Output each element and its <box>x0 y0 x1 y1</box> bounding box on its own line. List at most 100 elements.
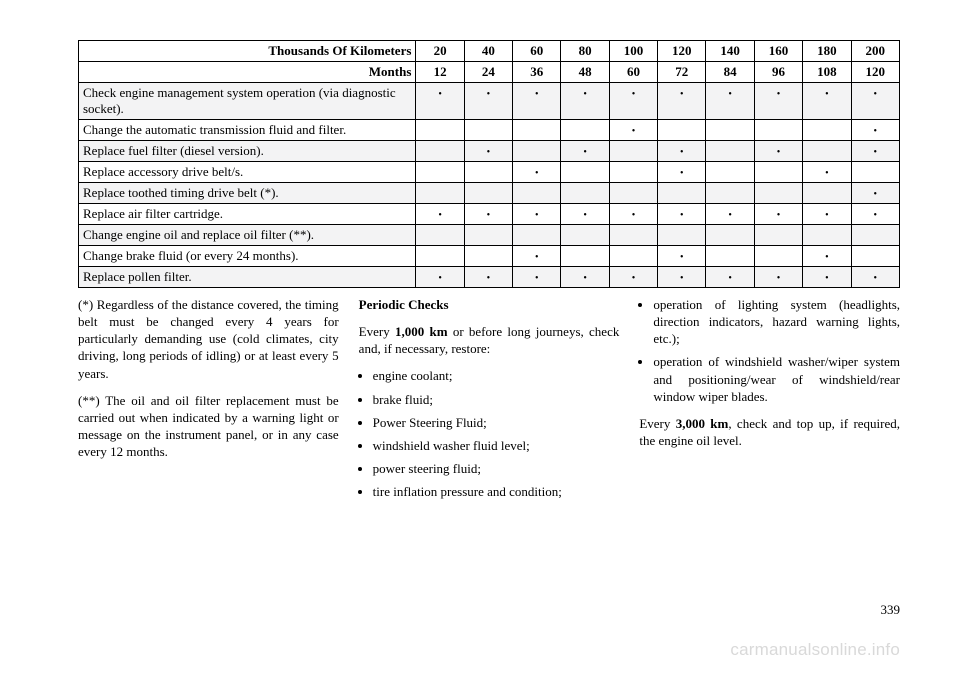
dot-icon: • <box>438 210 442 221</box>
row-cell: • <box>803 162 851 183</box>
dot-icon: • <box>680 252 684 263</box>
dot-icon: • <box>487 147 491 158</box>
dot-icon: • <box>777 147 781 158</box>
row-cell: • <box>803 83 851 120</box>
row-cell <box>851 162 900 183</box>
dot-icon: • <box>583 89 587 100</box>
dot-icon: • <box>777 89 781 100</box>
column-2: Periodic Checks Every 1,000 km or before… <box>359 296 620 510</box>
periodic-checks-intro: Every 1,000 km or before long journeys, … <box>359 323 620 357</box>
row-cell: • <box>561 204 609 225</box>
dot-icon: • <box>873 89 877 100</box>
row-label: Check engine management system operation… <box>79 83 416 120</box>
row-cell <box>803 120 851 141</box>
list-item: tire inflation pressure and condition; <box>373 483 620 500</box>
dot-icon: • <box>632 273 636 284</box>
row-cell <box>464 246 512 267</box>
row-cell: • <box>851 83 900 120</box>
row-cell: • <box>513 83 561 120</box>
row-cell: • <box>513 204 561 225</box>
header-months-col: 72 <box>658 62 706 83</box>
row-cell <box>416 225 464 246</box>
row-label: Replace fuel filter (diesel version). <box>79 141 416 162</box>
row-cell: • <box>464 83 512 120</box>
row-cell <box>416 120 464 141</box>
row-cell <box>609 225 657 246</box>
row-cell: • <box>561 141 609 162</box>
row-label: Change brake fluid (or every 24 months). <box>79 246 416 267</box>
row-cell: • <box>658 267 706 288</box>
row-cell: • <box>706 204 754 225</box>
row-cell <box>464 225 512 246</box>
row-cell: • <box>803 246 851 267</box>
row-cell <box>658 183 706 204</box>
row-cell <box>658 225 706 246</box>
footnote-2: (**) The oil and oil filter replacement … <box>78 392 339 461</box>
row-cell: • <box>754 204 802 225</box>
row-cell: • <box>658 141 706 162</box>
header-months-col: 84 <box>706 62 754 83</box>
header-km-col: 160 <box>754 41 802 62</box>
row-cell: • <box>513 162 561 183</box>
list-item: windshield washer fluid level; <box>373 437 620 454</box>
row-cell <box>561 183 609 204</box>
row-cell <box>609 246 657 267</box>
dot-icon: • <box>680 168 684 179</box>
dot-icon: • <box>873 273 877 284</box>
table-row: Check engine management system operation… <box>79 83 900 120</box>
footnote-1: (*) Regardless of the distance covered, … <box>78 296 339 382</box>
table-row: Replace fuel filter (diesel version). • • •… <box>79 141 900 162</box>
header-km-col: 20 <box>416 41 464 62</box>
header-months-col: 36 <box>513 62 561 83</box>
list-item: operation of lighting system (headlights… <box>653 296 900 347</box>
row-cell: • <box>609 120 657 141</box>
row-cell <box>803 183 851 204</box>
row-cell: • <box>658 204 706 225</box>
row-cell: • <box>658 246 706 267</box>
row-cell: • <box>851 267 900 288</box>
row-cell: • <box>464 204 512 225</box>
row-cell <box>561 162 609 183</box>
header-months-col: 120 <box>851 62 900 83</box>
dot-icon: • <box>487 273 491 284</box>
row-cell <box>851 225 900 246</box>
row-cell: • <box>754 83 802 120</box>
row-cell: • <box>464 267 512 288</box>
header-months-col: 60 <box>609 62 657 83</box>
header-km-col: 200 <box>851 41 900 62</box>
periodic-checks-heading: Periodic Checks <box>359 296 620 313</box>
row-label: Change the automatic transmission fluid … <box>79 120 416 141</box>
page-number: 339 <box>881 602 901 618</box>
dot-icon: • <box>825 89 829 100</box>
row-cell: • <box>416 204 464 225</box>
dot-icon: • <box>438 273 442 284</box>
dot-icon: • <box>632 89 636 100</box>
row-cell <box>706 225 754 246</box>
dot-icon: • <box>680 147 684 158</box>
list-item: Power Steering Fluid; <box>373 414 620 431</box>
row-cell <box>416 162 464 183</box>
dot-icon: • <box>825 273 829 284</box>
row-cell <box>416 246 464 267</box>
header-months-label: Months <box>79 62 416 83</box>
dot-icon: • <box>487 89 491 100</box>
row-cell: • <box>754 141 802 162</box>
row-cell: • <box>803 204 851 225</box>
table-row: Replace toothed timing drive belt (*).• <box>79 183 900 204</box>
periodic-checks-list-cont: operation of lighting system (headlights… <box>639 296 900 405</box>
table-row: Change brake fluid (or every 24 months).… <box>79 246 900 267</box>
row-cell <box>513 141 561 162</box>
dot-icon: • <box>728 89 732 100</box>
row-label: Replace toothed timing drive belt (*). <box>79 183 416 204</box>
row-cell <box>464 183 512 204</box>
row-cell <box>513 225 561 246</box>
row-label: Replace pollen filter. <box>79 267 416 288</box>
intro-pre: Every <box>359 324 395 339</box>
table-body: Check engine management system operation… <box>79 83 900 288</box>
header-months-col: 48 <box>561 62 609 83</box>
header-months-col: 96 <box>754 62 802 83</box>
header-km-col: 80 <box>561 41 609 62</box>
row-cell: • <box>803 267 851 288</box>
dot-icon: • <box>535 168 539 179</box>
text-columns: (*) Regardless of the distance covered, … <box>78 296 900 510</box>
